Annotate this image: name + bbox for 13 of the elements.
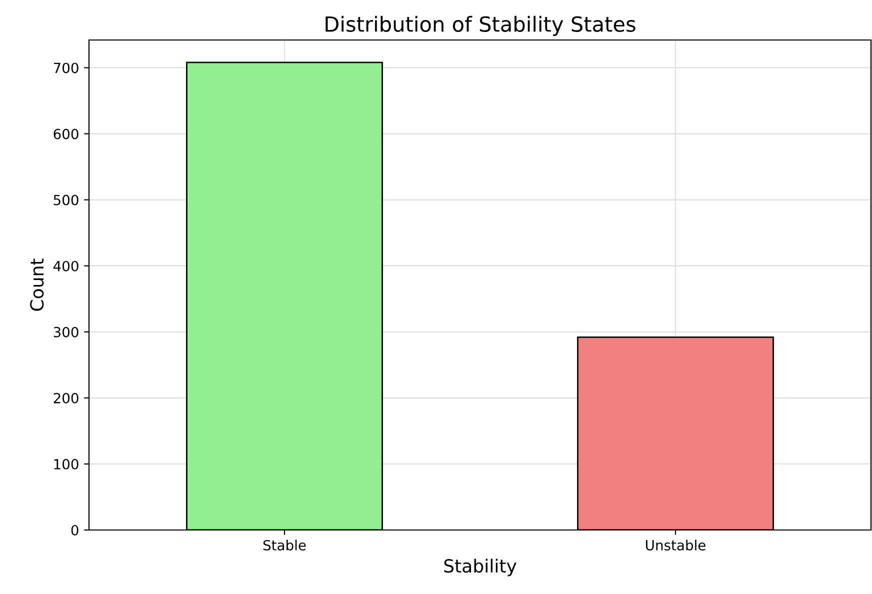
chart-title: Distribution of Stability States	[326, 16, 636, 36]
y-tick-label: 500	[54, 194, 78, 206]
y-axis-title: Count	[30, 258, 44, 311]
y-tick-label: 600	[54, 128, 78, 140]
y-tick-label: 0	[71, 524, 78, 536]
x-tick-label: Unstable	[646, 540, 706, 550]
x-tick-label: Stable	[263, 540, 306, 550]
y-tick-label: 100	[54, 458, 78, 470]
y-tick-label: 300	[54, 326, 78, 338]
x-axis-title: Stability	[444, 558, 516, 576]
y-tick-label: 200	[54, 392, 78, 404]
y-tick-label: 400	[53, 260, 78, 272]
y-tick-label: 700	[54, 62, 78, 74]
